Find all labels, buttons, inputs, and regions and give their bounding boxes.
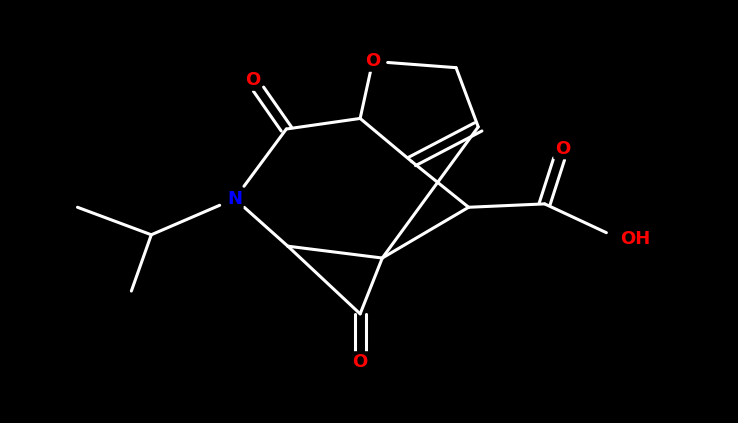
Text: O: O: [555, 140, 570, 158]
Text: O: O: [353, 353, 368, 371]
Text: OH: OH: [620, 230, 650, 248]
Text: O: O: [365, 52, 380, 70]
Text: O: O: [245, 71, 260, 89]
Text: N: N: [227, 190, 242, 208]
